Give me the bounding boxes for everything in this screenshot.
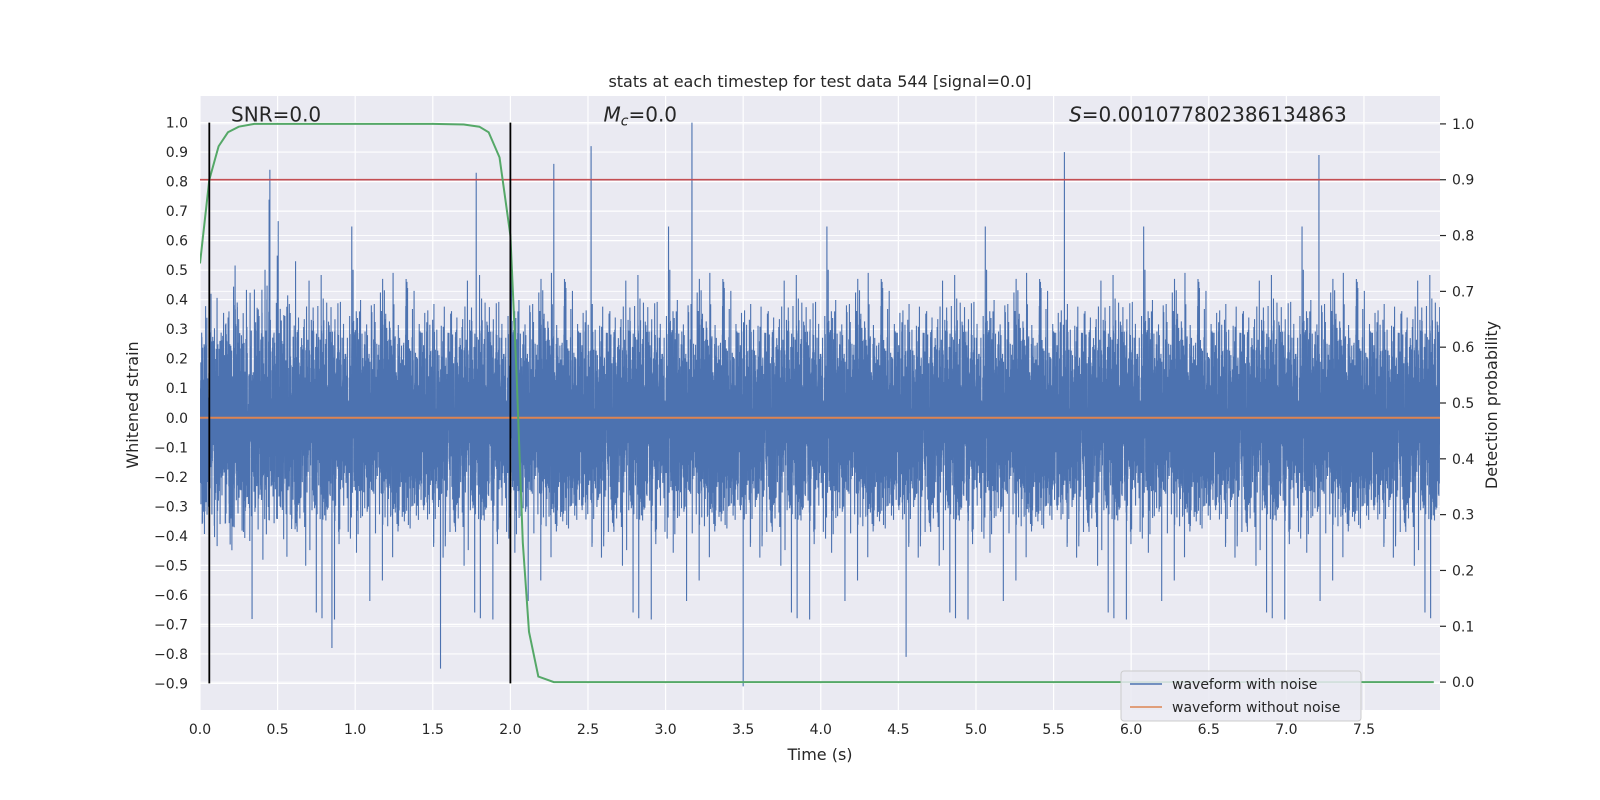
x-tick-label: 7.0	[1275, 722, 1297, 738]
annotations: SNR=0.0 Mc=0.0 S=0.001077802386134863	[231, 103, 1347, 130]
x-tick-label: 2.5	[577, 722, 599, 738]
y2-tick-label: 0.5	[1452, 396, 1474, 412]
x-tick-label: 0.0	[189, 722, 211, 738]
y2-axis-ticks: 0.0 0.1 0.2 0.3 0.4 0.5 0.6 0.7 0.8 0.9 1.0	[1440, 117, 1474, 691]
legend-box	[1120, 670, 1362, 722]
x-tick-label: 3.5	[732, 722, 754, 738]
legend: waveform with noise waveform without noi…	[1120, 670, 1362, 722]
y-tick-label: −0.9	[154, 676, 188, 692]
y-tick-label: 0.1	[166, 381, 188, 397]
x-tick-label: 1.5	[422, 722, 444, 738]
y-axis-ticks: −0.9 −0.8 −0.7 −0.6 −0.5 −0.4 −0.3 −0.2 −0.1 0.0 0…	[154, 116, 188, 693]
x-tick-label: 7.5	[1353, 722, 1375, 738]
y-tick-label: −0.2	[154, 470, 188, 486]
y-tick-label: 1.0	[166, 116, 188, 132]
x-axis-ticks: 0.0 0.5 1.0 1.5 2.0 2.5 3.0 3.5 4.0 4.5 5.0 5.5 6.0 6…	[189, 722, 1375, 738]
x-tick-label: 4.0	[810, 722, 832, 738]
x-axis-label: Time (s)	[786, 745, 852, 764]
x-tick-label: 5.5	[1042, 722, 1064, 738]
series-waveform-with-noise	[200, 122, 1440, 687]
legend-label-clean: waveform without noise	[1172, 700, 1340, 716]
y-tick-label: 0.6	[166, 234, 188, 250]
x-tick-label: 6.5	[1198, 722, 1220, 738]
y2-tick-label: 0.0	[1452, 675, 1474, 691]
y2-tick-label: 0.4	[1452, 452, 1474, 468]
y-tick-label: 0.0	[166, 411, 188, 427]
y-axis-label: Whitened strain	[123, 341, 142, 468]
y2-tick-label: 0.1	[1452, 619, 1474, 635]
y2-axis-label: Detection probability	[1482, 321, 1501, 489]
x-tick-label: 5.0	[965, 722, 987, 738]
y2-tick-label: 0.7	[1452, 284, 1474, 300]
y-tick-label: −0.7	[154, 617, 188, 633]
y2-tick-label: 0.9	[1452, 173, 1474, 189]
y2-tick-label: 0.6	[1452, 340, 1474, 356]
y-tick-label: −0.8	[154, 647, 188, 663]
series-detection-probability	[200, 122, 1434, 684]
y-tick-label: 0.4	[166, 293, 188, 309]
x-tick-label: 6.0	[1120, 722, 1142, 738]
y-tick-label: −0.1	[154, 440, 188, 456]
y2-tick-label: 0.3	[1452, 508, 1474, 524]
y-tick-label: −0.4	[154, 529, 188, 545]
y-tick-label: −0.5	[154, 558, 188, 574]
y-tick-label: −0.6	[154, 588, 188, 604]
y-tick-label: 0.8	[166, 175, 188, 191]
y2-tick-label: 1.0	[1452, 117, 1474, 133]
x-tick-label: 4.5	[887, 722, 909, 738]
x-tick-label: 1.0	[344, 722, 366, 738]
annotation-mc: Mc=0.0	[604, 103, 678, 130]
annotation-snr: SNR=0.0	[231, 103, 321, 127]
y-tick-label: 0.2	[166, 352, 188, 368]
chart-title: stats at each timestep for test data 544…	[608, 72, 1031, 91]
x-tick-label: 2.0	[499, 722, 521, 738]
x-tick-label: 0.5	[266, 722, 288, 738]
y2-tick-label: 0.2	[1452, 563, 1474, 579]
annotation-s: S=0.001077802386134863	[1069, 103, 1347, 127]
legend-label-noise: waveform with noise	[1172, 677, 1317, 693]
y-tick-label: 0.3	[166, 322, 188, 338]
y-tick-label: 0.5	[166, 263, 188, 279]
y-tick-label: 0.7	[166, 204, 188, 220]
y-tick-label: −0.3	[154, 499, 188, 515]
y-tick-label: 0.9	[166, 145, 188, 161]
x-tick-label: 3.0	[654, 722, 676, 738]
y2-tick-label: 0.8	[1452, 229, 1474, 245]
